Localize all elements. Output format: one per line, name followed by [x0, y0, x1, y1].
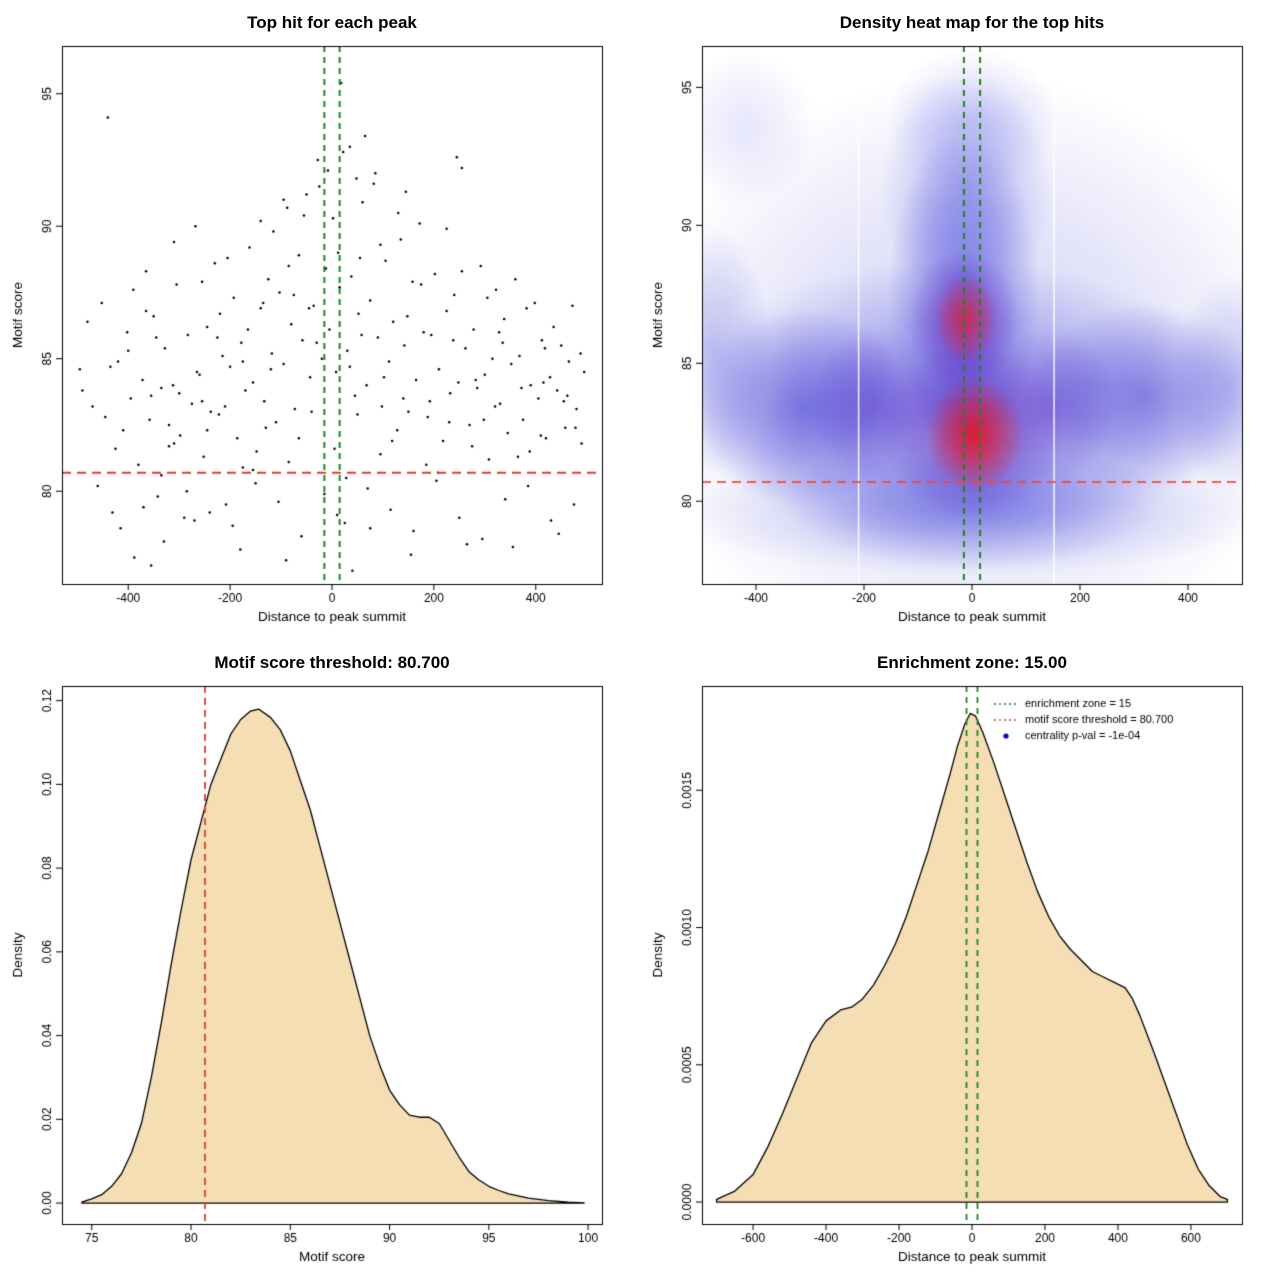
panel-motif-score-density: Motif score threshold: 80.700 [0, 640, 640, 1280]
motif-score-density-canvas [0, 640, 640, 1280]
enrichment-zone-density-canvas [640, 640, 1280, 1280]
scatter-plot-canvas [0, 0, 640, 640]
panel-top-hit-scatter: Top hit for each peak [0, 0, 640, 640]
enrichment-zone-density-title: Enrichment zone: 15.00 [877, 653, 1067, 672]
heatmap-title: Density heat map for the top hits [839, 13, 1105, 32]
panel-enrichment-zone-density: Enrichment zone: 15.00 [640, 640, 1280, 1280]
scatter-plot-title: Top hit for each peak [247, 13, 417, 32]
motif-score-density-title: Motif score threshold: 80.700 [214, 653, 450, 672]
heatmap-canvas [640, 0, 1280, 640]
panel-density-heatmap: Density heat map for the top hits [640, 0, 1280, 640]
